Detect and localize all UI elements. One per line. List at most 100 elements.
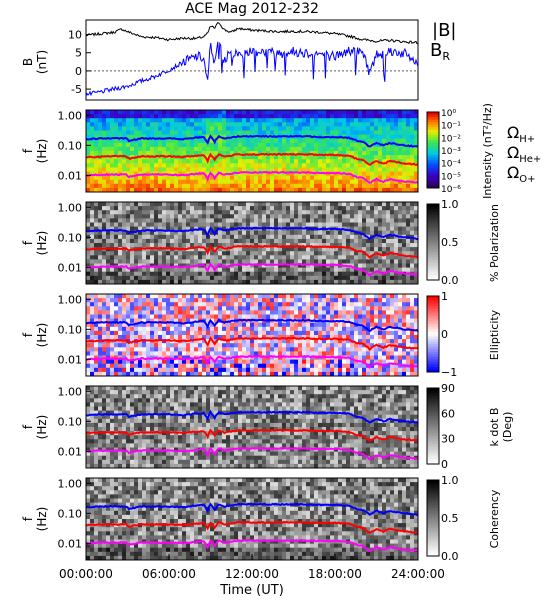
spectrogram-cell	[102, 218, 107, 223]
spectrogram-cell	[222, 122, 227, 127]
spectrogram-cell	[282, 326, 287, 332]
spectrogram-cell	[346, 142, 351, 148]
spectrogram-cell	[370, 255, 375, 260]
spectrogram-cell	[158, 363, 163, 369]
spectrogram-cell	[98, 151, 103, 156]
spectrogram-cell	[114, 114, 119, 119]
spectrogram-cell	[126, 151, 131, 156]
spectrogram-cell	[374, 322, 379, 328]
spectrogram-cell	[394, 134, 399, 140]
spectrogram-cell	[326, 251, 331, 256]
spectrogram-cell	[214, 114, 219, 119]
spectrogram-cell	[246, 347, 251, 352]
spectrogram-cell	[238, 271, 243, 277]
spectrogram-cell	[298, 267, 303, 273]
spectrogram-cell	[134, 142, 139, 148]
spectrogram-cell	[174, 114, 179, 119]
spectrogram-cell	[170, 310, 175, 315]
spectrogram-cell	[318, 347, 323, 352]
spectrogram-cell	[306, 339, 311, 344]
spectrogram-cell	[274, 159, 279, 164]
colorbar-cell	[427, 259, 439, 263]
spectrogram-cell	[398, 218, 403, 223]
spectrogram-cell	[190, 279, 195, 285]
spectrogram-cell	[182, 206, 187, 211]
spectrogram-cell	[170, 146, 175, 152]
spectrogram-cell	[206, 355, 211, 360]
spectrogram-cell	[158, 202, 163, 207]
spectrogram-cell	[102, 310, 107, 315]
spectrogram-cell	[146, 234, 151, 240]
spectrogram-cell	[286, 183, 291, 189]
spectrogram-cell	[354, 171, 359, 176]
spectrogram-cell	[86, 306, 91, 311]
spectrogram-cell	[382, 218, 387, 223]
spectrogram-cell	[334, 294, 339, 299]
spectrogram-cell	[174, 179, 179, 185]
spectrogram-cell	[374, 118, 379, 123]
spectrogram-cell	[178, 230, 183, 236]
spectrogram-cell	[362, 306, 367, 311]
spectrogram-cell	[194, 159, 199, 164]
spectrogram-cell	[154, 142, 159, 148]
spectrogram-cell	[338, 159, 343, 164]
spectrogram-cell	[386, 306, 391, 311]
spectrogram-cell	[334, 267, 339, 273]
spectrogram-cell	[258, 302, 263, 307]
spectrogram-cell	[410, 351, 415, 356]
spectrogram-cell	[230, 234, 235, 240]
spectrogram-cell	[234, 138, 239, 144]
spectrogram-cell	[334, 255, 339, 260]
spectrogram-cell	[226, 347, 231, 352]
spectrogram-cell	[98, 114, 103, 119]
spectrogram-cell	[278, 171, 283, 176]
spectrogram-cell	[194, 218, 199, 223]
spectrogram-cell	[246, 314, 251, 319]
spectrogram-cell	[98, 267, 103, 273]
spectrogram-cell	[218, 187, 223, 193]
spectrogram-cell	[282, 234, 287, 240]
spectrogram-cell	[218, 179, 223, 185]
spectrogram-cell	[190, 142, 195, 148]
spectrogram-cell	[274, 314, 279, 319]
spectrogram-cell	[98, 126, 103, 131]
spectrogram-cell	[370, 155, 375, 160]
spectrogram-cell	[198, 335, 203, 340]
spectrogram-cell	[178, 163, 183, 168]
spectrogram-cell	[394, 179, 399, 185]
spectrogram-cell	[146, 330, 151, 336]
spectrogram-cell	[350, 226, 355, 232]
spectrogram-cell	[146, 314, 151, 319]
spectrogram-cell	[170, 363, 175, 369]
spectrogram-cell	[178, 114, 183, 119]
spectrogram-cell	[186, 263, 191, 268]
spectrogram-cell	[126, 367, 131, 373]
spectrogram-cell	[102, 122, 107, 127]
spectrogram-cell	[202, 314, 207, 319]
spectrogram-cell	[118, 179, 123, 185]
spectrogram-cell	[398, 118, 403, 123]
spectrogram-cell	[302, 355, 307, 360]
spectrogram-cell	[222, 230, 227, 236]
spectrogram-cell	[162, 251, 167, 256]
spectrogram-cell	[358, 126, 363, 131]
spectrogram-cell	[342, 142, 347, 148]
spectrogram-cell	[330, 214, 335, 219]
spectrogram-cell	[170, 359, 175, 365]
gyrofrequency-line-hplus	[85, 226, 419, 241]
spectrogram-cell	[246, 114, 251, 119]
spectrogram-cell	[366, 159, 371, 164]
spectrogram-cell	[126, 306, 131, 311]
spectrogram-cell	[106, 163, 111, 168]
spectrogram-cell	[362, 146, 367, 152]
spectrogram-cell	[218, 230, 223, 236]
spectrogram-cell	[298, 271, 303, 277]
spectrogram-cell	[406, 330, 411, 336]
spectrogram-cell	[302, 271, 307, 277]
spectrogram-cell	[166, 130, 171, 135]
spectrogram-cell	[326, 343, 331, 348]
spectrogram-cell	[254, 167, 259, 172]
spectrogram-cell	[302, 210, 307, 215]
spectrogram-cell	[146, 130, 151, 135]
spectrogram-cell	[242, 138, 247, 144]
